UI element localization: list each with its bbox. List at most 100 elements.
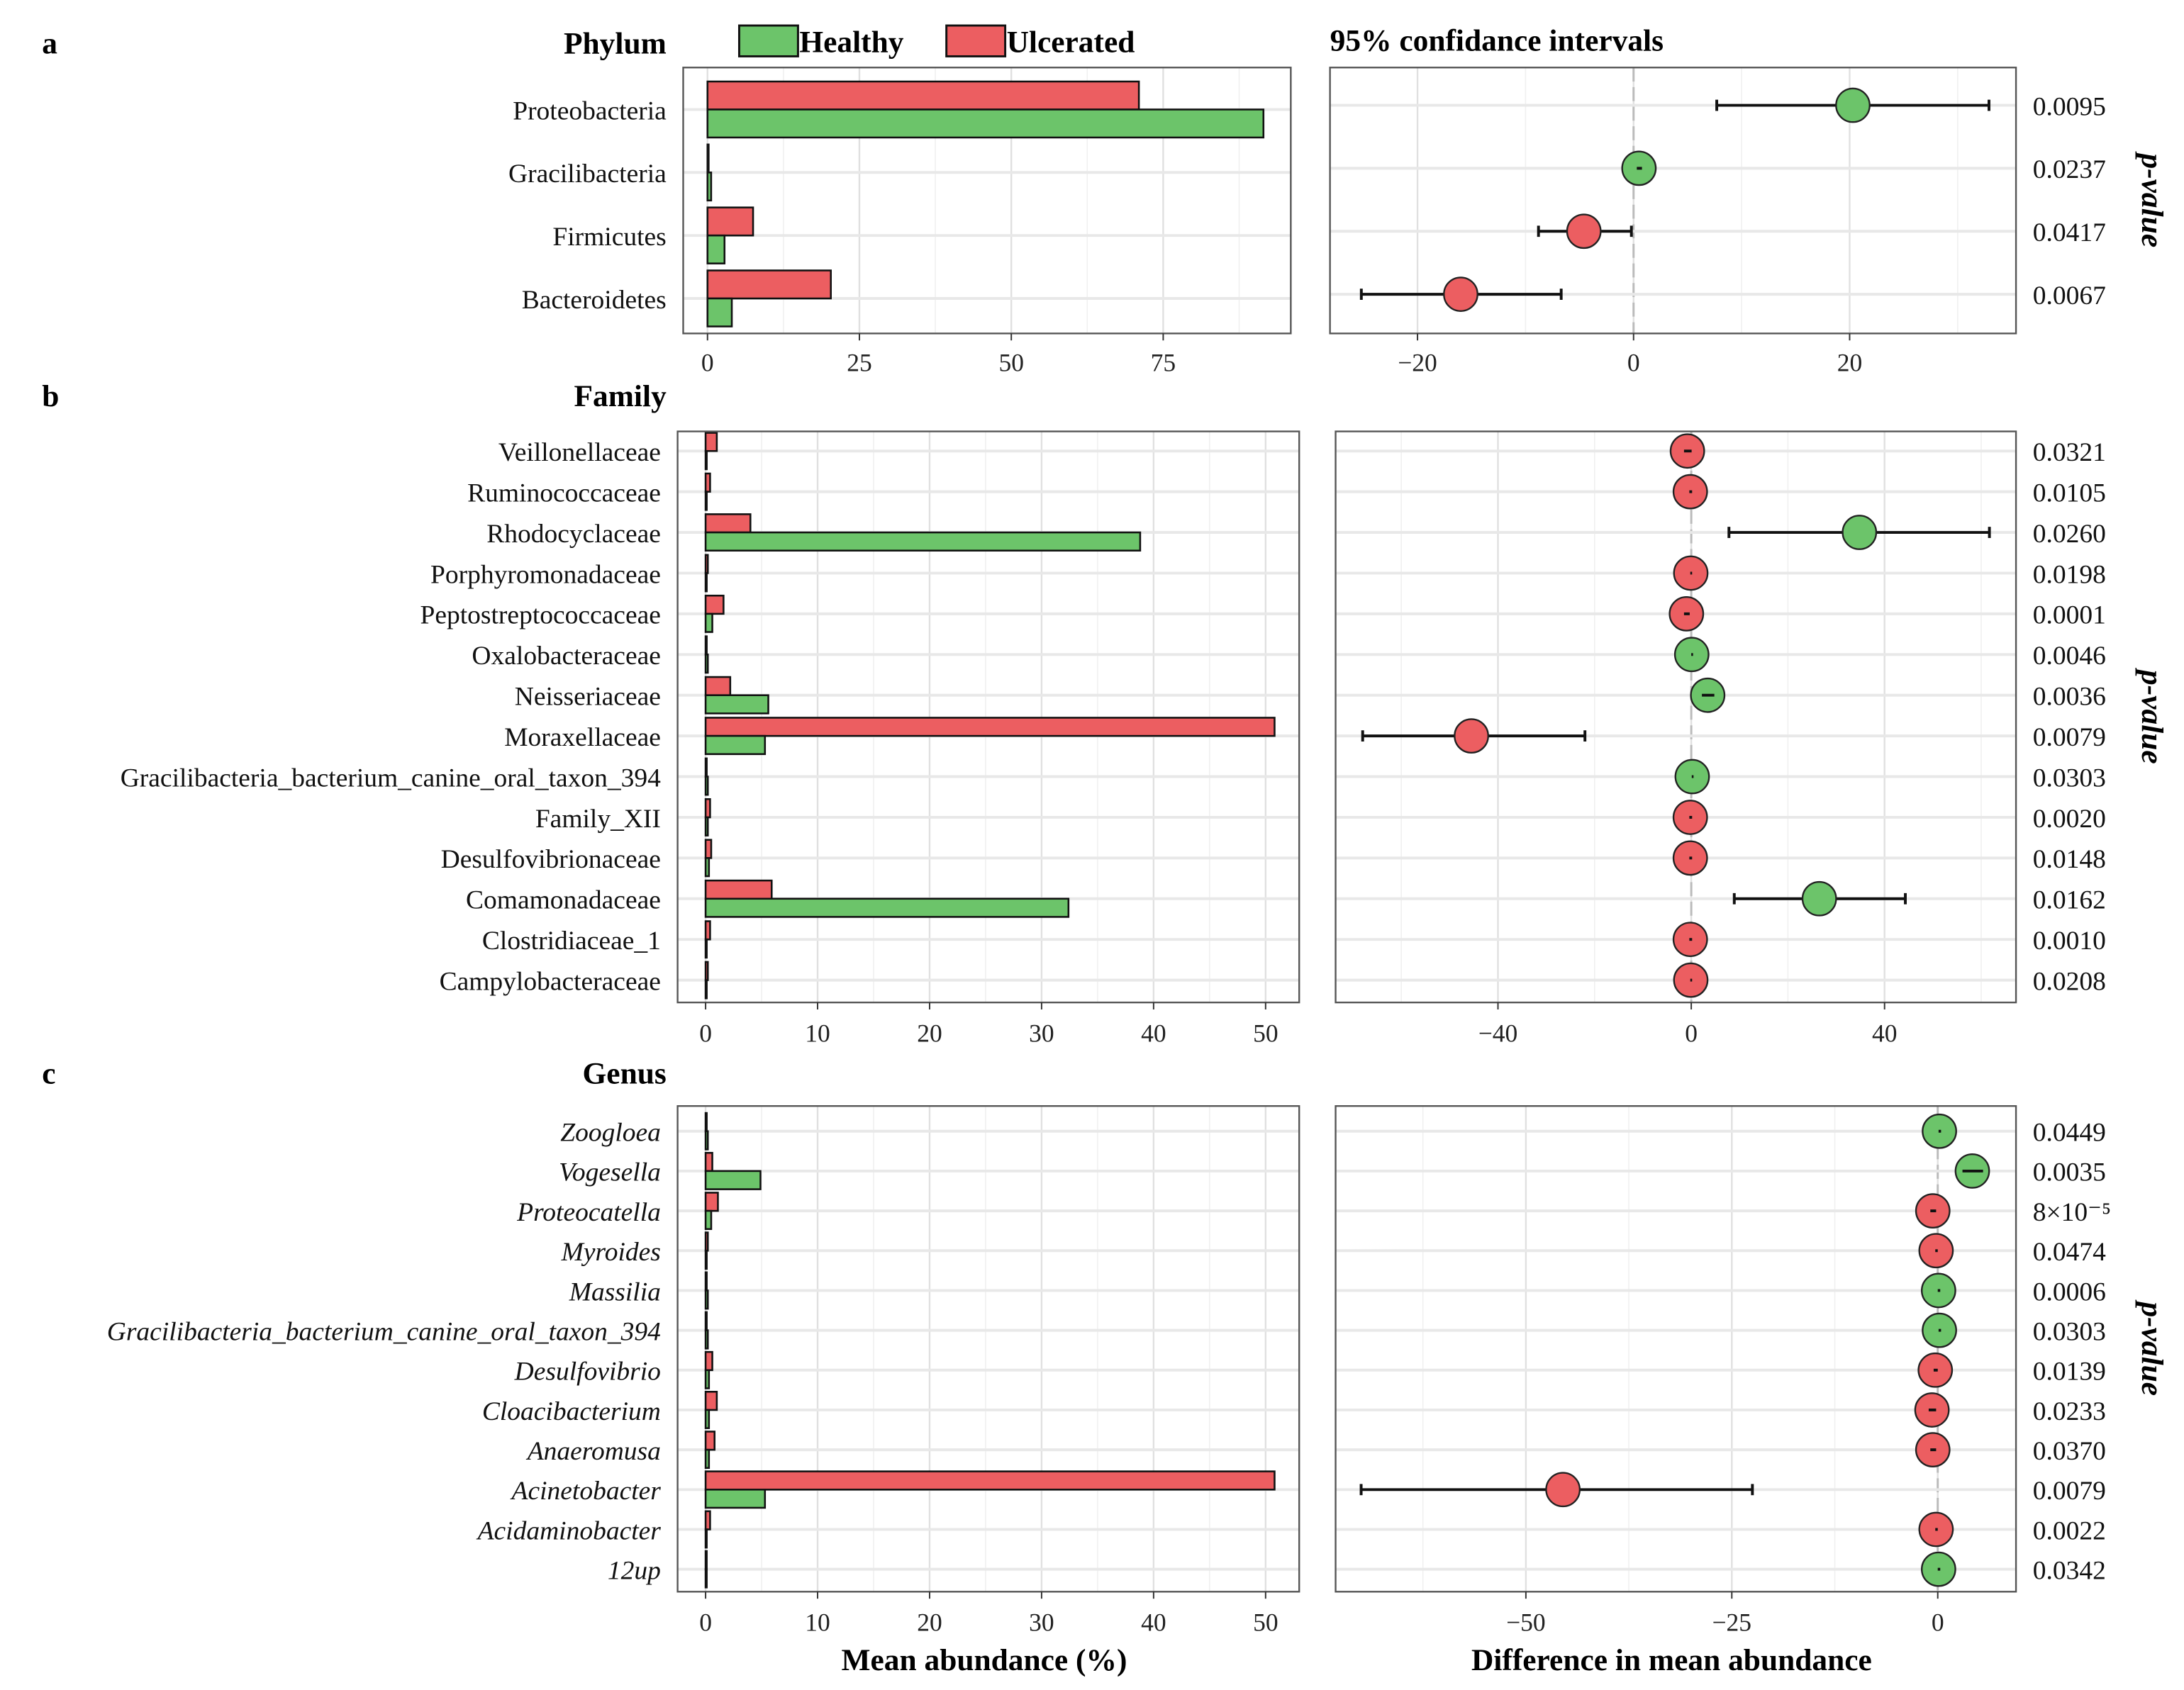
x-tick-label: −40 — [1478, 1019, 1518, 1047]
bar-ulcerated — [704, 879, 773, 900]
p-value-label: 0.0139 — [2033, 1358, 2106, 1387]
x-tick-label: 0 — [1627, 349, 1640, 377]
ci-point-estimate — [1454, 718, 1489, 754]
bar-healthy — [704, 1409, 711, 1429]
x-tick-label: −50 — [1506, 1608, 1546, 1637]
bar-healthy — [704, 1568, 708, 1589]
category-label: 12up — [608, 1556, 661, 1585]
p-value-axis-title: p-value — [2135, 1299, 2169, 1396]
category-label: Acinetobacter — [510, 1477, 662, 1506]
bar-plot-area — [677, 1106, 1300, 1592]
category-label: Desulfovibrio — [514, 1358, 661, 1387]
bar-healthy — [706, 108, 1265, 139]
bar-ulcerated — [706, 269, 832, 300]
panel-title: Genus — [583, 1057, 667, 1091]
category-label: Gracilibacteria — [508, 160, 667, 189]
legend-swatch-healthy — [737, 24, 799, 57]
bar-ulcerated — [704, 1231, 709, 1252]
bar-healthy — [704, 449, 708, 471]
category-label: Comamonadaceae — [466, 886, 661, 915]
ci-point-estimate — [1443, 276, 1478, 312]
x-tick-label: 75 — [1151, 349, 1176, 377]
ci-plot-border — [1335, 1105, 2017, 1593]
p-value-label: 0.0260 — [2033, 520, 2106, 549]
p-value-label: 0.0105 — [2033, 479, 2106, 508]
x-tick-label: 50 — [1253, 1608, 1278, 1637]
ci-title: 95% confidance intervals — [1330, 24, 1664, 58]
x-tick-label: 0 — [699, 1608, 712, 1637]
category-label: Acidaminobacter — [476, 1516, 662, 1545]
category-label: Cloacibacterium — [482, 1397, 661, 1426]
bar-ulcerated — [704, 1510, 711, 1530]
legend-swatch-ulcerated — [945, 24, 1007, 57]
category-label: Proteocatella — [516, 1198, 661, 1227]
panel-c: c Genus Zoogloea Vogesella Proteocatella Myro… — [42, 1057, 2169, 1637]
bar-healthy — [704, 816, 709, 836]
bar-healthy — [704, 1130, 709, 1151]
x-tick-label: 0 — [1685, 1019, 1698, 1047]
p-value-label: 0.0148 — [2033, 845, 2106, 874]
category-label: Vogesella — [559, 1158, 661, 1187]
ci-point-estimate — [1835, 87, 1871, 123]
x-tick-label: 20 — [1837, 349, 1863, 377]
bar-healthy — [704, 531, 1142, 552]
x-tick-label: 10 — [805, 1608, 830, 1637]
bar-healthy — [704, 857, 711, 878]
p-value-label: 0.0036 — [2033, 683, 2106, 712]
bar-ulcerated — [704, 757, 708, 778]
bar-ulcerated — [704, 676, 732, 696]
bar-ulcerated — [704, 920, 711, 941]
ci-point-estimate — [1801, 880, 1837, 917]
bar-ulcerated — [704, 1350, 713, 1372]
category-label: Bacteroidetes — [522, 286, 667, 315]
p-value-label: 0.0233 — [2033, 1397, 2106, 1426]
p-value-label: 0.0370 — [2033, 1437, 2106, 1466]
bar-healthy — [704, 1170, 762, 1190]
bar-healthy — [704, 1289, 709, 1310]
x-axis-label-left: Mean abundance (%) — [842, 1643, 1127, 1677]
bar-ulcerated — [704, 635, 708, 656]
p-value-label: 0.0162 — [2033, 886, 2106, 915]
x-tick-label: 20 — [917, 1608, 942, 1637]
category-label: Ruminococcaceae — [467, 479, 661, 508]
bar-healthy — [704, 776, 709, 796]
p-value-label: 0.0449 — [2033, 1119, 2106, 1148]
category-label: Family_XII — [535, 805, 661, 834]
bar-healthy — [704, 491, 708, 511]
p-value-label: 0.0001 — [2033, 601, 2106, 630]
x-tick-label: 0 — [1932, 1608, 1944, 1637]
bar-healthy — [704, 1528, 708, 1549]
bar-ulcerated — [704, 961, 709, 981]
bar-ulcerated — [704, 1431, 715, 1451]
bar-healthy — [704, 1249, 708, 1270]
category-label: Massilia — [569, 1277, 661, 1306]
ci-plot-area — [1335, 431, 2017, 1003]
panel-letter: c — [42, 1057, 55, 1091]
category-label: Zoogloea — [560, 1119, 661, 1148]
category-label: Porphyromonadaceae — [430, 560, 661, 589]
category-label: Peptostreptococcaceae — [420, 601, 661, 630]
legend: Healthy Ulcerated — [737, 24, 1135, 60]
bar-ulcerated — [706, 206, 754, 237]
x-tick-label: 40 — [1141, 1608, 1166, 1637]
category-label: Oxalobacteraceae — [472, 642, 660, 671]
bar-healthy — [706, 172, 713, 202]
category-label: Moraxellaceae — [504, 723, 661, 752]
bar-healthy — [704, 938, 708, 959]
p-value-label: 0.0006 — [2033, 1277, 2106, 1306]
bar-ulcerated — [704, 717, 1276, 737]
bar-ulcerated — [704, 472, 711, 493]
bar-ulcerated — [704, 1311, 708, 1331]
ci-plot-border — [1329, 67, 2017, 335]
bar-ulcerated — [704, 1271, 708, 1292]
p-value-axis-title: p-value — [2135, 667, 2169, 764]
bar-healthy — [704, 734, 767, 756]
p-value-label: 0.0342 — [2033, 1556, 2106, 1585]
bar-healthy — [704, 1489, 767, 1509]
p-value-label: 0.0046 — [2033, 642, 2106, 671]
panel-title: Phylum — [564, 27, 667, 61]
bar-ulcerated — [704, 1192, 719, 1212]
bar-healthy — [706, 234, 726, 264]
x-tick-label: 50 — [1253, 1019, 1278, 1047]
bar-healthy — [704, 1369, 711, 1389]
